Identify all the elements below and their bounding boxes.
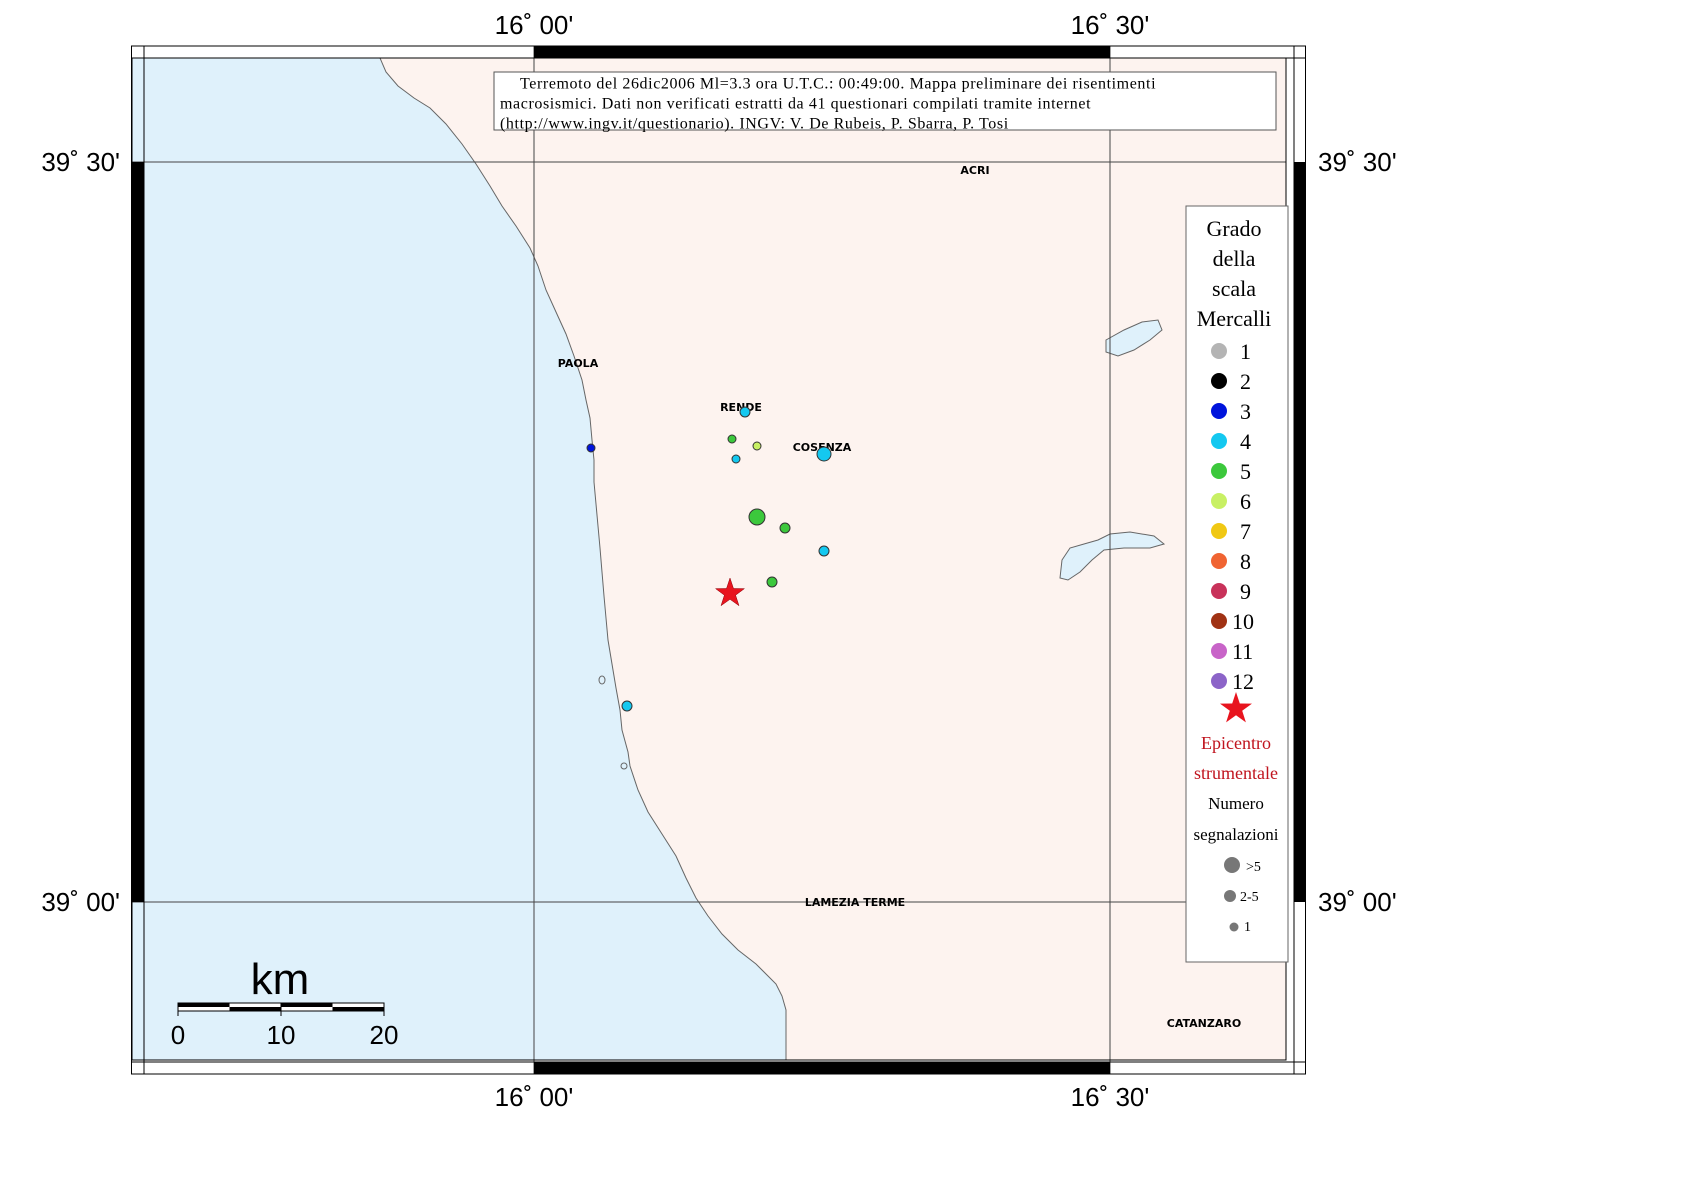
scale-bar: km 0 10 20	[171, 955, 399, 1050]
city-paola: PAOLA	[558, 357, 599, 370]
city-catanzaro: CATANZARO	[1167, 1017, 1241, 1030]
observation-point[interactable]	[816, 446, 832, 462]
scale-tick-10: 10	[267, 1020, 296, 1050]
observation-point[interactable]	[621, 700, 633, 712]
title-line-1: Terremoto del 26dic2006 Ml=3.3 ora U.T.C…	[520, 76, 1156, 93]
legend-size-small-label: 1	[1244, 920, 1251, 935]
legend-size-medium-label: 2-5	[1240, 890, 1259, 905]
observation-point[interactable]	[766, 576, 778, 588]
legend-size-small	[1229, 922, 1239, 932]
legend-grade-11-label: 11	[1232, 639, 1253, 664]
city-acri: ACRI	[960, 164, 989, 177]
scale-tick-0: 0	[171, 1020, 185, 1050]
legend-epicenter-label-2: strumentale	[1194, 763, 1278, 783]
legend-grade-4-label: 4	[1240, 429, 1251, 454]
legend-count-title-1: Numero	[1208, 794, 1264, 813]
lon-label-bottom-1: 16˚ 00'	[495, 1082, 574, 1112]
legend-size-large	[1224, 857, 1240, 873]
lon-label-bottom-2: 16˚ 30'	[1071, 1082, 1150, 1112]
city-rende: RENDE	[720, 401, 762, 414]
islet	[620, 762, 628, 770]
legend-grade-6-swatch	[1211, 493, 1227, 509]
legend-grade-5-swatch	[1211, 463, 1227, 479]
lake-ampollino	[1059, 531, 1166, 581]
islet	[598, 675, 606, 685]
title-line-3: (http://www.ingv.it/questionario). INGV:…	[500, 116, 1009, 133]
observation-point[interactable]	[586, 443, 596, 453]
legend-grade-9-label: 9	[1240, 579, 1251, 604]
observations	[586, 406, 832, 712]
legend-grade-7-label: 7	[1240, 519, 1251, 544]
legend-grade-5-label: 5	[1240, 459, 1251, 484]
observation-point[interactable]	[739, 406, 751, 418]
observation-point[interactable]	[731, 454, 741, 464]
legend-grade-2-swatch	[1211, 373, 1227, 389]
legend-epicenter-star	[1220, 692, 1252, 723]
legend-title-2: della	[1213, 246, 1256, 271]
legend-grade-12-label: 12	[1232, 669, 1254, 694]
legend-grade-3-label: 3	[1240, 399, 1251, 424]
legend-size-large-label: >5	[1246, 860, 1261, 875]
legend-epicenter-label-1: Epicentro	[1201, 733, 1271, 753]
scale-tick-20: 20	[370, 1020, 399, 1050]
observation-point[interactable]	[752, 441, 762, 451]
lat-label-right-1: 39˚ 30'	[1318, 147, 1397, 177]
legend-grade-2-label: 2	[1240, 369, 1251, 394]
legend-grade-7-swatch	[1211, 523, 1227, 539]
observation-point[interactable]	[818, 545, 830, 557]
title-line-2: macrosismici. Dati non verificati estrat…	[500, 96, 1091, 113]
scale-unit: km	[251, 955, 310, 1004]
lake-arvo	[1105, 319, 1163, 357]
legend-grade-4-swatch	[1211, 433, 1227, 449]
lat-label-right-2: 39˚ 00'	[1318, 887, 1397, 917]
legend-grade-10-label: 10	[1232, 609, 1254, 634]
legend-grade-1-label: 1	[1240, 339, 1251, 364]
legend-title-1: Grado	[1207, 216, 1262, 241]
observation-point[interactable]	[779, 522, 791, 534]
sea-area	[131, 57, 787, 1061]
legend-grade-6-label: 6	[1240, 489, 1251, 514]
epicenter-star[interactable]	[714, 577, 746, 607]
title-box: Terremoto del 26dic2006 Ml=3.3 ora U.T.C…	[493, 71, 1277, 133]
legend-count-title-2: segnalazioni	[1194, 825, 1279, 844]
legend-title-3: scala	[1212, 276, 1256, 301]
legend-grade-1-swatch	[1211, 343, 1227, 359]
legend-grade-11-swatch	[1211, 643, 1227, 659]
legend-grade-9-swatch	[1211, 583, 1227, 599]
legend-box	[1185, 205, 1289, 963]
lat-label-left-1: 39˚ 30'	[41, 147, 120, 177]
observation-point[interactable]	[727, 434, 737, 444]
observation-point[interactable]	[748, 508, 766, 526]
lat-label-left-2: 39˚ 00'	[41, 887, 120, 917]
lon-label-top-1: 16˚ 00'	[495, 10, 574, 40]
legend-title-4: Mercalli	[1197, 306, 1272, 331]
city-labels: ACRI PAOLA RENDE COSENZA LAMEZIA TERME C…	[558, 164, 1241, 1030]
city-lamezia-terme: LAMEZIA TERME	[805, 896, 905, 909]
legend-grade-3-swatch	[1211, 403, 1227, 419]
legend-grade-10-swatch	[1211, 613, 1227, 629]
legend-grade-12-swatch	[1211, 673, 1227, 689]
legend-size-medium	[1224, 890, 1236, 902]
legend: Grado della scala Mercalli 1234567891011…	[1185, 205, 1289, 963]
lon-label-top-2: 16˚ 30'	[1071, 10, 1150, 40]
legend-grade-8-label: 8	[1240, 549, 1251, 574]
legend-grade-8-swatch	[1211, 553, 1227, 569]
